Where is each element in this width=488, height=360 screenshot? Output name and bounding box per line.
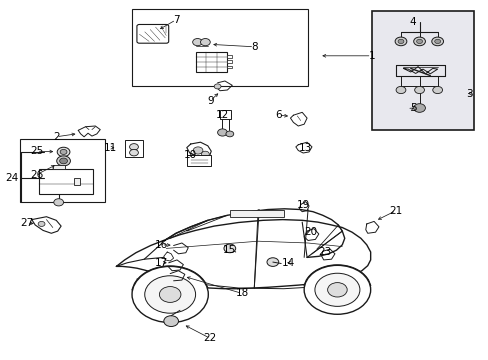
Circle shape — [304, 265, 370, 314]
Circle shape — [129, 144, 138, 150]
Text: 21: 21 — [388, 206, 402, 216]
Circle shape — [132, 266, 208, 323]
Bar — [53, 165, 65, 169]
Text: 23: 23 — [318, 247, 331, 257]
Text: 13: 13 — [298, 143, 312, 153]
Circle shape — [129, 149, 138, 156]
Text: 15: 15 — [223, 245, 236, 255]
Circle shape — [193, 147, 203, 154]
Circle shape — [54, 199, 63, 206]
Bar — [195, 52, 227, 72]
Circle shape — [224, 244, 235, 253]
Text: 20: 20 — [304, 227, 316, 237]
Bar — [39, 169, 93, 194]
Text: 6: 6 — [275, 110, 282, 120]
Circle shape — [38, 221, 45, 226]
Text: 11: 11 — [103, 143, 117, 153]
Text: 18: 18 — [235, 288, 248, 298]
Circle shape — [413, 104, 425, 112]
Circle shape — [60, 149, 67, 154]
Circle shape — [395, 86, 405, 94]
Bar — [74, 178, 80, 185]
Text: 26: 26 — [30, 170, 43, 180]
Text: 7: 7 — [172, 15, 179, 25]
Text: 10: 10 — [184, 150, 197, 160]
Circle shape — [159, 287, 181, 302]
Circle shape — [416, 39, 422, 44]
Circle shape — [217, 129, 227, 136]
Bar — [229, 210, 283, 217]
Text: 5: 5 — [409, 103, 416, 113]
Text: 19: 19 — [296, 200, 309, 210]
Circle shape — [394, 37, 406, 46]
Text: 1: 1 — [367, 51, 374, 61]
Text: 3: 3 — [465, 89, 472, 99]
FancyBboxPatch shape — [137, 24, 168, 43]
Circle shape — [192, 39, 202, 46]
Circle shape — [163, 316, 178, 327]
Circle shape — [200, 39, 210, 46]
Text: 8: 8 — [250, 42, 257, 52]
Circle shape — [266, 258, 278, 266]
Text: 27: 27 — [20, 218, 34, 228]
Text: 2: 2 — [53, 132, 60, 142]
Text: 16: 16 — [154, 240, 168, 250]
Circle shape — [431, 37, 443, 46]
Text: 24: 24 — [5, 173, 19, 183]
Circle shape — [327, 283, 346, 297]
Bar — [20, 139, 105, 202]
Bar — [124, 140, 143, 157]
Bar — [220, 110, 230, 119]
Text: 22: 22 — [203, 333, 217, 343]
Circle shape — [314, 273, 359, 306]
Circle shape — [60, 158, 67, 164]
Bar — [371, 11, 473, 130]
Circle shape — [225, 131, 233, 137]
Text: 25: 25 — [30, 146, 43, 156]
Circle shape — [414, 86, 424, 94]
Circle shape — [57, 147, 70, 157]
Circle shape — [434, 39, 440, 44]
Circle shape — [397, 39, 403, 44]
Bar — [227, 60, 232, 63]
Circle shape — [144, 276, 195, 313]
Bar — [227, 55, 232, 58]
Circle shape — [201, 151, 209, 157]
Bar — [132, 9, 307, 86]
Text: 12: 12 — [215, 110, 229, 120]
Circle shape — [413, 37, 425, 46]
Bar — [186, 155, 211, 166]
Text: 9: 9 — [206, 96, 213, 106]
Text: 14: 14 — [281, 258, 295, 268]
Text: 4: 4 — [409, 17, 416, 27]
Circle shape — [57, 156, 70, 166]
Circle shape — [214, 84, 221, 89]
Bar — [227, 66, 232, 68]
Circle shape — [432, 86, 442, 94]
Text: 17: 17 — [154, 258, 168, 268]
